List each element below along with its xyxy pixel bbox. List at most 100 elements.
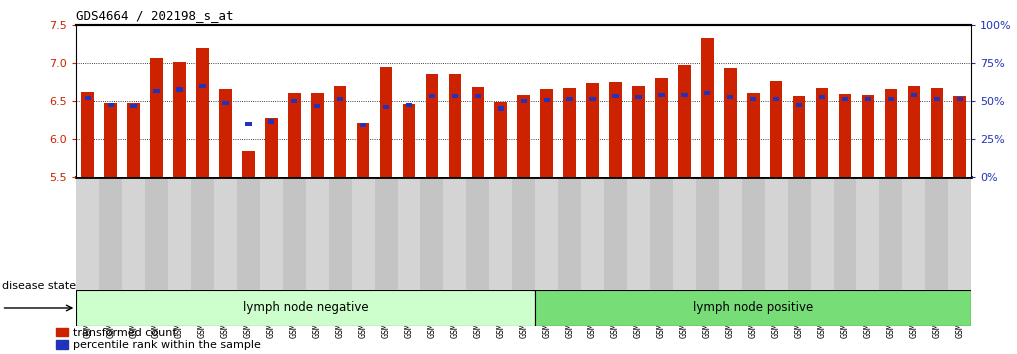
Bar [535, 290, 971, 326]
Bar [145, 177, 168, 290]
Bar [452, 94, 458, 98]
Bar [954, 96, 966, 177]
Bar [627, 177, 650, 290]
Bar [540, 90, 553, 177]
Bar [655, 78, 668, 177]
Bar [741, 177, 765, 290]
Bar [816, 88, 829, 177]
Bar [856, 177, 880, 290]
Bar [678, 65, 691, 177]
Bar [76, 177, 100, 290]
Bar [566, 97, 573, 102]
Bar [443, 177, 467, 290]
Bar [108, 103, 114, 107]
Bar [265, 118, 278, 177]
Bar [352, 177, 374, 290]
Bar [223, 101, 229, 105]
Bar [357, 123, 369, 177]
Bar [291, 99, 297, 103]
Bar [328, 177, 352, 290]
Bar [497, 107, 504, 110]
Bar [76, 290, 535, 326]
Bar [934, 97, 940, 102]
Bar [787, 177, 811, 290]
Bar [311, 93, 323, 177]
Bar [283, 177, 306, 290]
Bar [403, 104, 415, 177]
Bar [334, 86, 347, 177]
Bar [704, 91, 711, 95]
Bar [925, 177, 948, 290]
Bar [472, 87, 484, 177]
Bar [558, 177, 581, 290]
Bar [811, 177, 834, 290]
Bar [650, 177, 673, 290]
Bar [673, 177, 696, 290]
Bar [535, 177, 558, 290]
Bar [633, 86, 645, 177]
Bar [834, 177, 856, 290]
Bar [765, 177, 787, 290]
Text: lymph node positive: lymph node positive [694, 302, 814, 314]
Bar [398, 177, 420, 290]
Bar [563, 88, 576, 177]
Bar [268, 119, 275, 124]
Bar [902, 177, 925, 290]
Bar [168, 177, 191, 290]
Bar [199, 84, 205, 88]
Bar [885, 90, 897, 177]
Bar [701, 39, 714, 177]
Bar [586, 84, 599, 177]
Bar [888, 97, 894, 102]
Bar [746, 92, 760, 177]
Bar [543, 98, 550, 102]
Bar [518, 95, 530, 177]
Bar [773, 97, 779, 102]
Bar [796, 103, 802, 107]
Bar [494, 102, 507, 177]
Bar [475, 94, 481, 98]
Bar [696, 177, 719, 290]
Bar [426, 74, 438, 177]
Bar [907, 86, 920, 177]
Bar [337, 97, 344, 101]
Bar [383, 105, 390, 109]
Bar [612, 94, 618, 98]
Bar [581, 177, 604, 290]
Bar [609, 82, 621, 177]
Bar [406, 103, 412, 107]
Text: lymph node negative: lymph node negative [243, 302, 368, 314]
Bar [467, 177, 489, 290]
Bar [84, 96, 91, 100]
Bar [214, 177, 237, 290]
Bar [151, 58, 163, 177]
Bar [196, 47, 208, 177]
Bar [122, 177, 145, 290]
Bar [219, 90, 232, 177]
Bar [636, 95, 642, 99]
Legend: transformed count, percentile rank within the sample: transformed count, percentile rank withi… [56, 328, 261, 350]
Bar [793, 96, 805, 177]
Bar [242, 151, 254, 177]
Bar [173, 62, 186, 177]
Bar [379, 67, 393, 177]
Bar [910, 93, 917, 97]
Bar [81, 92, 94, 177]
Bar [314, 104, 320, 108]
Bar [306, 177, 328, 290]
Bar [719, 177, 741, 290]
Bar [880, 177, 902, 290]
Bar [948, 177, 971, 290]
Bar [176, 87, 183, 92]
Bar [448, 74, 462, 177]
Bar [360, 123, 366, 127]
Bar [751, 97, 757, 102]
Text: disease state: disease state [2, 281, 75, 291]
Bar [420, 177, 443, 290]
Bar [237, 177, 260, 290]
Bar [724, 68, 736, 177]
Bar [521, 99, 527, 103]
Bar [819, 95, 825, 99]
Bar [130, 104, 137, 108]
Bar [513, 177, 535, 290]
